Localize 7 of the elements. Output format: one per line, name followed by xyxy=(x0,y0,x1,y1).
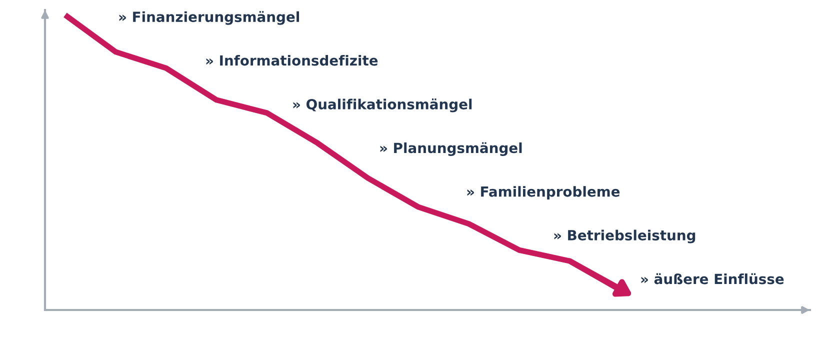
annotation: » Betriebsleistung xyxy=(554,230,696,244)
annotation: » Finanzierungsmängel xyxy=(119,11,299,25)
annotation: » Qualifikationsmängel xyxy=(293,98,472,112)
annotation: » Familienprobleme xyxy=(467,186,620,200)
annotation: » Informationsdefizite xyxy=(206,54,378,66)
annotation: » äußere Einflüsse xyxy=(641,273,784,284)
annotation: » Planungsmängel xyxy=(380,142,522,156)
